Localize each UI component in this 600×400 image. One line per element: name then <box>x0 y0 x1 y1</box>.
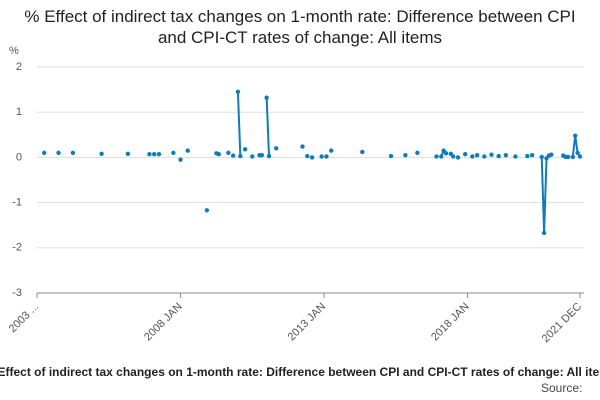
x-tick-label: 2008 JAN <box>142 301 185 344</box>
point <box>565 154 571 160</box>
point <box>125 151 131 156</box>
point <box>403 152 408 158</box>
point <box>388 153 394 159</box>
point <box>539 154 544 160</box>
point <box>570 154 576 160</box>
point <box>496 153 501 159</box>
point <box>577 154 583 159</box>
point <box>171 150 176 156</box>
y-tick-label: -2 <box>12 242 22 254</box>
point <box>470 154 475 159</box>
point <box>455 155 461 160</box>
point <box>513 154 518 159</box>
point <box>415 150 420 156</box>
point <box>259 152 265 158</box>
point <box>439 154 444 159</box>
point <box>434 154 439 159</box>
chart: % -3 -2 -1 0 1 2 2003 ... 2008 JAN 2013 JAN 2018 … <box>7 45 584 345</box>
point <box>443 151 449 156</box>
point <box>541 230 547 236</box>
point <box>178 157 183 162</box>
x-tick-label: 2021 DEC <box>540 301 584 345</box>
series-line <box>216 91 581 233</box>
x-tick-label: 2013 JAN <box>286 301 329 344</box>
source: Source: <box>541 381 583 395</box>
point <box>56 150 61 156</box>
point <box>319 154 324 159</box>
point <box>147 152 152 157</box>
point <box>230 153 236 158</box>
point <box>529 152 535 158</box>
point <box>41 150 47 156</box>
point <box>451 154 456 159</box>
point <box>525 153 530 159</box>
point <box>70 150 76 156</box>
point <box>185 148 190 153</box>
y-tick-label: -3 <box>12 287 22 299</box>
point <box>549 152 554 157</box>
point <box>264 95 269 100</box>
point <box>324 154 329 159</box>
point <box>235 89 241 95</box>
point <box>266 153 272 159</box>
point <box>156 152 162 157</box>
point <box>360 149 365 155</box>
point <box>305 153 310 159</box>
point <box>152 152 157 157</box>
y-axis-label: % <box>9 45 19 57</box>
point <box>242 147 248 152</box>
x-tick-label: 2018 JAN <box>429 301 472 344</box>
point <box>573 133 578 138</box>
y-tick-label: -1 <box>12 197 22 209</box>
x-tick-label: 2003 ... <box>7 301 41 335</box>
point <box>274 146 279 151</box>
y-tick-label: 1 <box>16 106 22 118</box>
point <box>300 144 305 149</box>
point <box>503 152 509 158</box>
point <box>575 150 580 156</box>
point <box>329 148 334 153</box>
point <box>204 208 210 213</box>
point <box>489 152 494 157</box>
chart-title: % Effect of indirect tax changes on 1-mo… <box>24 7 576 47</box>
y-tick-label: 2 <box>16 61 22 73</box>
point <box>309 155 315 160</box>
y-tick-label: 0 <box>16 151 22 163</box>
point <box>474 152 480 158</box>
point <box>250 154 255 159</box>
point <box>99 151 104 156</box>
point <box>238 153 243 159</box>
point <box>216 152 221 157</box>
point <box>226 150 231 156</box>
point <box>462 152 468 157</box>
point <box>482 154 487 159</box>
footer-title: % Effect of indirect tax changes on 1-mo… <box>0 365 600 379</box>
